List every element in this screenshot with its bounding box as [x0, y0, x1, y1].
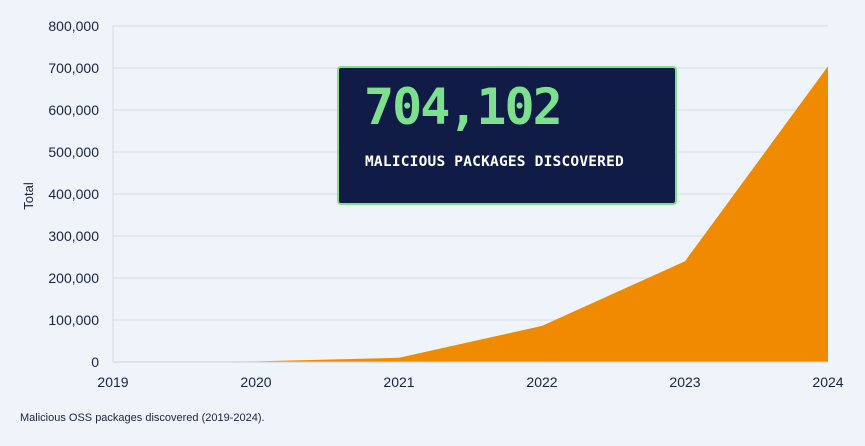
- x-tick-label: 2020: [240, 374, 271, 390]
- area-series: [113, 64, 830, 363]
- data-point: [397, 356, 401, 360]
- area-fill: [113, 66, 828, 362]
- y-axis-title: Total: [21, 182, 36, 210]
- chart-caption: Malicious OSS packages discovered (2019-…: [20, 412, 265, 424]
- data-point: [540, 324, 544, 328]
- data-point: [683, 259, 687, 263]
- highlight-label: MALICIOUS PACKAGES DISCOVERED: [365, 154, 624, 170]
- y-tick-label: 600,000: [48, 102, 99, 118]
- y-tick-label: 800,000: [48, 18, 99, 34]
- x-tick-label: 2023: [669, 374, 700, 390]
- y-tick-label: 500,000: [48, 144, 99, 160]
- data-point: [826, 64, 830, 68]
- y-tick-label: 300,000: [48, 228, 99, 244]
- axes: 0 100,000 200,000 300,000 400,000 500,000 600,…: [48, 18, 843, 390]
- y-tick-label: 400,000: [48, 186, 99, 202]
- x-tick-label: 2019: [97, 374, 128, 390]
- data-point: [254, 359, 258, 363]
- x-tick-label: 2021: [383, 374, 414, 390]
- highlight-value: 704,102: [364, 78, 563, 136]
- y-tick-label: 200,000: [48, 270, 99, 286]
- y-tick-label: 700,000: [48, 60, 99, 76]
- y-tick-label: 100,000: [48, 312, 99, 328]
- y-tick-label: 0: [91, 354, 99, 370]
- x-tick-label: 2024: [812, 374, 843, 390]
- highlight-callout: 704,102 MALICIOUS PACKAGES DISCOVERED: [337, 66, 677, 205]
- x-tick-label: 2022: [526, 374, 557, 390]
